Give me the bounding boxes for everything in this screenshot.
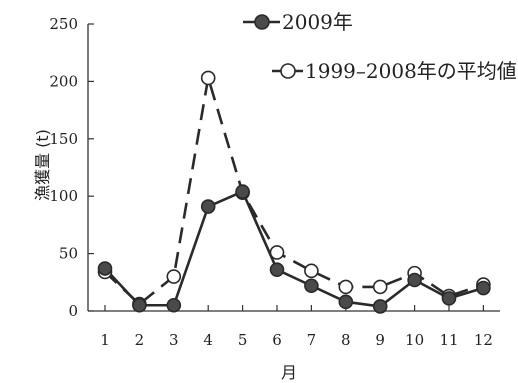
average-data-point (166, 269, 182, 284)
legend-average-marker (280, 63, 296, 79)
y-axis-label: 漁獲量 (t) (33, 129, 52, 201)
year-2009-data-point (372, 299, 388, 314)
year-2009-data-point (338, 294, 354, 310)
y-tick-label: 0 (68, 302, 78, 320)
y-tick-label: 200 (49, 72, 78, 90)
y-tick-label: 150 (49, 130, 78, 148)
x-tick-label: 12 (474, 331, 493, 349)
x-tick-label: 1 (100, 331, 110, 349)
year-2009-data-point (269, 262, 285, 277)
x-tick-label: 11 (439, 331, 458, 349)
x-axis-ticks: 1 2 3 4 5 6 7 8 9 10 11 12 (100, 305, 493, 349)
x-tick-label: 3 (169, 331, 179, 349)
average-series-line (104, 76, 484, 306)
year-2009-data-point (304, 278, 319, 294)
year-2009-data-point (200, 199, 216, 214)
x-tick-label: 2 (135, 331, 145, 349)
x-tick-label: 8 (341, 331, 351, 349)
y-tick-label: 50 (59, 245, 78, 263)
x-tick-label: 7 (307, 331, 317, 349)
year-2009-data-point (235, 184, 250, 199)
x-tick-label: 9 (375, 331, 385, 349)
year-2009-data-point (166, 297, 182, 313)
chart-axes (87, 24, 500, 312)
average-data-point (372, 279, 388, 295)
series-lines (104, 76, 484, 308)
legend-average-label: 1999–2008年の平均値 (305, 59, 517, 83)
year-2009-data-point (476, 280, 491, 296)
y-tick-label: 250 (49, 15, 78, 33)
average-data-point (304, 263, 319, 279)
x-tick-label: 4 (203, 331, 213, 349)
legend-2009-label: 2009年 (282, 10, 353, 34)
y-axis-ticks: 0 50 100 150 200 250 (49, 15, 94, 320)
year-2009-series-line (104, 190, 484, 308)
legend-2009-marker (254, 14, 270, 30)
x-tick-label: 5 (238, 331, 248, 349)
x-tick-label: 10 (405, 331, 424, 349)
x-tick-label: 6 (272, 331, 282, 349)
year-2009-data-point (441, 291, 457, 306)
year-2009-data-point (407, 272, 422, 288)
year-2009-data-point (97, 261, 113, 276)
x-axis-label: 月 (281, 363, 297, 382)
average-data-point (269, 245, 285, 260)
average-data-point (338, 279, 354, 295)
series-points (97, 70, 491, 314)
y-tick-label: 100 (49, 187, 78, 205)
average-data-point (200, 70, 216, 86)
chart-legend: 2009年 1999–2008年の平均値 (243, 10, 517, 83)
year-2009-data-point (132, 297, 147, 313)
